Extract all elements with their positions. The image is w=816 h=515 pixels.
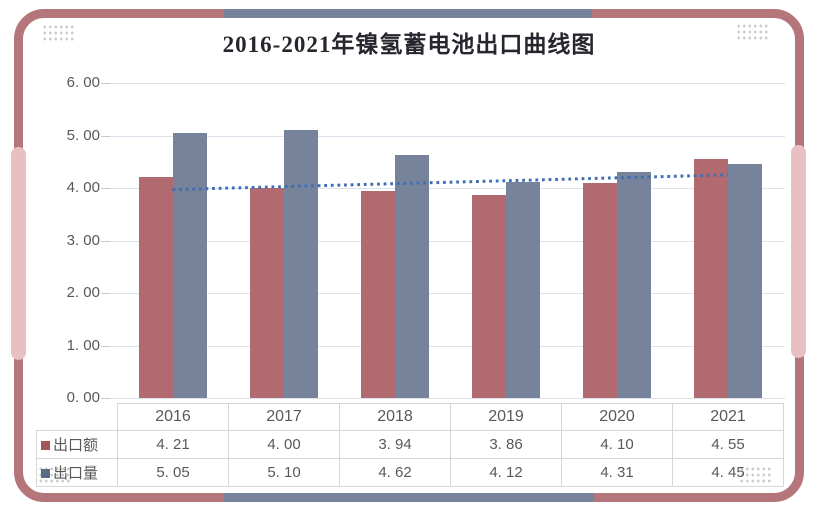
frame-accent-top [224,9,592,18]
frame-band-left [11,147,26,360]
y-axis-label: 0. 00 [66,389,100,406]
table-year-header: 2017 [228,403,340,431]
axis-tick [101,293,110,294]
frame-band-right [791,145,806,358]
bar-出口量-2019 [505,181,540,398]
gridline [110,293,785,294]
table-corner-cell [37,404,118,431]
table-value-cell: 4. 00 [228,430,340,459]
table-value-cell: 4. 62 [339,458,451,487]
data-table: 2016 2017 2018 2019 2020 2021 出口额 4. 21 4. 00 3. … [36,403,784,487]
table-year-header: 2018 [339,403,451,431]
corner-dots-top-right [736,23,769,40]
gridline [110,135,785,137]
table-value-cell: 5. 10 [228,458,340,487]
legend-marker-icon [41,441,50,450]
bar-出口额-2019 [471,195,506,398]
table-year-header: 2019 [450,403,562,431]
table-value-cell: 3. 86 [450,430,562,459]
bar-出口量-2017 [283,130,318,398]
corner-dots-top-left [42,24,75,41]
gridline [110,398,785,399]
table-year-header: 2021 [672,403,784,431]
table-value-cell: 3. 94 [339,430,451,459]
table-row-label: 出口额 [36,430,118,459]
table-value-cell: 4. 10 [561,430,673,459]
table-value-cell: 4. 12 [450,458,562,487]
axis-tick [101,345,110,347]
axis-tick [101,240,110,242]
data-table-container: 2016 2017 2018 2019 2020 2021 出口额 4. 21 4. 00 3. … [36,403,784,487]
table-value-cell: 4. 31 [561,458,673,487]
chart-title: 2016-2021年镍氢蓄电池出口曲线图 [222,32,596,57]
table-row-label: 出口量 [36,458,118,487]
gridline [110,83,785,84]
y-axis-label: 2. 00 [66,284,100,301]
bar-出口量-2018 [394,155,429,398]
y-axis-label: 4. 00 [66,179,100,196]
y-axis-label: 6. 00 [66,74,100,91]
bar-出口额-2020 [582,182,617,398]
y-axis-label: 1. 00 [66,336,100,354]
table-year-header: 2020 [561,403,673,431]
y-axis-label: 3. 00 [66,231,100,249]
axis-tick [101,188,110,189]
frame-accent-bottom [224,493,594,502]
gridline [110,188,785,189]
table-value-cell: 4. 55 [672,430,784,459]
bar-出口量-2016 [172,132,207,398]
bar-出口额-2021 [693,159,728,398]
bar-出口量-2020 [616,171,651,398]
gridline [110,345,785,347]
bar-出口额-2016 [138,176,173,398]
table-value-cell: 4. 21 [117,430,229,459]
table-year-header: 2016 [117,403,229,431]
bar-出口量-2021 [727,164,762,398]
y-axis-label: 5. 00 [66,126,100,144]
bar-出口额-2017 [249,188,284,398]
axis-tick [101,83,110,84]
table-value-cell: 5. 05 [117,458,229,487]
gridline [110,240,785,242]
table-value-cell: 4. 45 [672,458,784,487]
legend-marker-icon [41,469,50,478]
bar-出口额-2018 [360,191,395,398]
axis-tick [101,398,110,399]
axis-tick [101,135,110,137]
